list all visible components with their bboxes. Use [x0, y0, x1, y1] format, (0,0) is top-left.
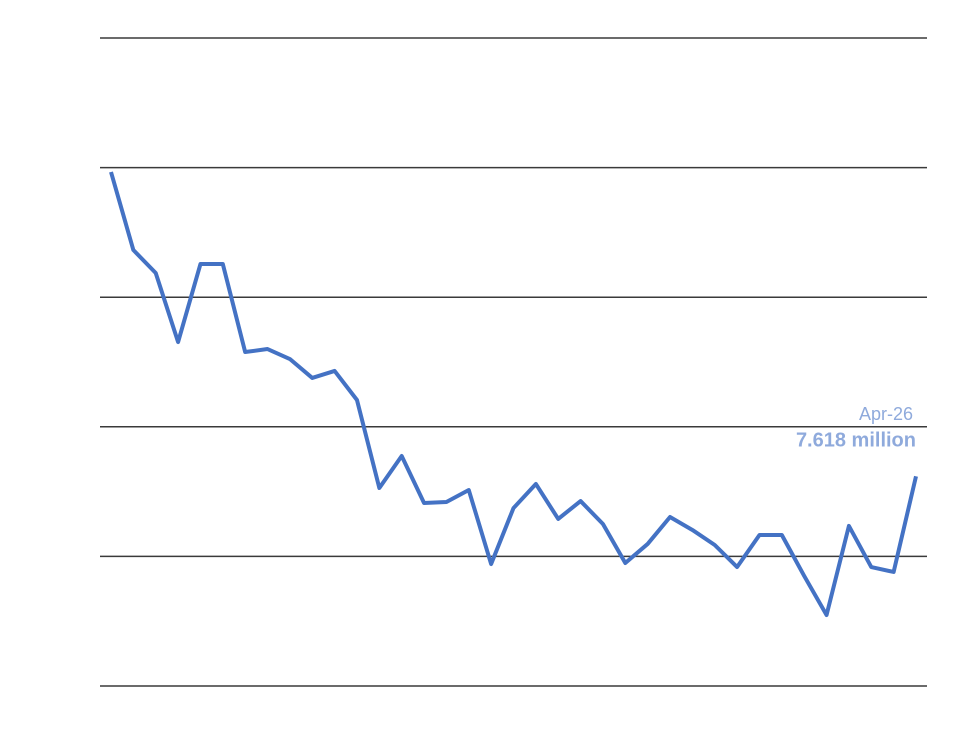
category-label: Apr-26: [859, 404, 913, 424]
value-label: 7.618 million: [796, 429, 916, 451]
line-series: [109, 171, 918, 617]
